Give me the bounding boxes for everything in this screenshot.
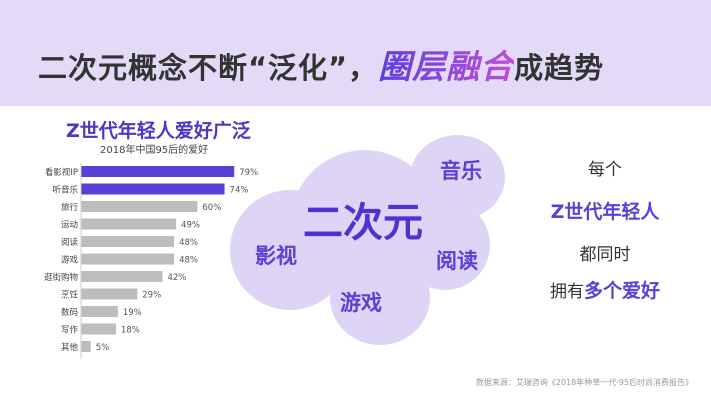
category-label: 运动 — [61, 220, 79, 231]
value-label: 5% — [96, 343, 110, 353]
bar — [81, 306, 118, 317]
value-label: 19% — [123, 308, 142, 318]
category-label: 逛街购物 — [44, 272, 79, 283]
value-label: 48% — [179, 256, 198, 266]
cloud-word: 影视 — [255, 244, 297, 268]
right-line-part: 拥有 — [549, 282, 584, 302]
right-line: 每个 — [588, 160, 622, 180]
header-band: 二次元概念不断“泛化”，圈层融合成趋势 — [0, 0, 711, 106]
bar — [81, 236, 175, 247]
bar — [81, 288, 138, 300]
category-label: 数码 — [61, 307, 78, 318]
title-suffix: 成趋势 — [514, 51, 605, 85]
chart-title: Z世代年轻人爱好广泛 — [66, 120, 251, 142]
category-label: 写作 — [61, 325, 79, 336]
value-label: 79% — [239, 168, 258, 178]
right-line: Z世代年轻人 — [550, 201, 660, 223]
right-line: 拥有多个爱好 — [530, 276, 680, 303]
value-label: 48% — [179, 238, 198, 248]
category-label: 旅行 — [61, 202, 79, 213]
category-label: 听音乐 — [52, 185, 78, 196]
chart-subtitle: 2018年中国95后的爱好 — [100, 145, 209, 156]
title-highlight: 圈层融合 — [378, 47, 515, 86]
right-line: 都同时 — [579, 245, 631, 265]
value-label: 60% — [202, 203, 221, 213]
category-label: 其他 — [61, 342, 79, 353]
value-label: 49% — [181, 221, 200, 231]
bar — [81, 323, 116, 335]
value-label: 74% — [230, 186, 249, 196]
source-note: 数据来源：艾瑞咨询《2018年种草一代·95后时尚消费报告》 — [475, 378, 693, 387]
bar — [81, 341, 91, 352]
bar — [81, 166, 235, 177]
cloud-word: 游戏 — [340, 291, 382, 315]
value-label: 29% — [142, 291, 161, 301]
page-title: 二次元概念不断“泛化”，圈层融合成趋势 — [38, 40, 604, 88]
bar — [81, 218, 177, 230]
bar — [81, 253, 175, 265]
cloud-word: 阅读 — [436, 249, 478, 273]
category-label: 看影视IP — [45, 167, 78, 178]
bar — [81, 271, 163, 282]
value-label: 18% — [121, 326, 140, 336]
category-label: 烹饪 — [61, 290, 79, 301]
title-prefix: 二次元概念不断“泛化”， — [38, 51, 379, 85]
cloud-center-word: 二次元 — [303, 200, 423, 246]
category-label: 游戏 — [61, 255, 79, 266]
cloud-blob — [410, 135, 505, 220]
cloud-word: 音乐 — [440, 159, 482, 183]
value-label: 42% — [167, 273, 186, 283]
right-line-highlight: 多个爱好 — [583, 280, 660, 302]
category-label: 阅读 — [61, 237, 79, 248]
bar — [81, 201, 198, 212]
bar — [81, 183, 225, 195]
